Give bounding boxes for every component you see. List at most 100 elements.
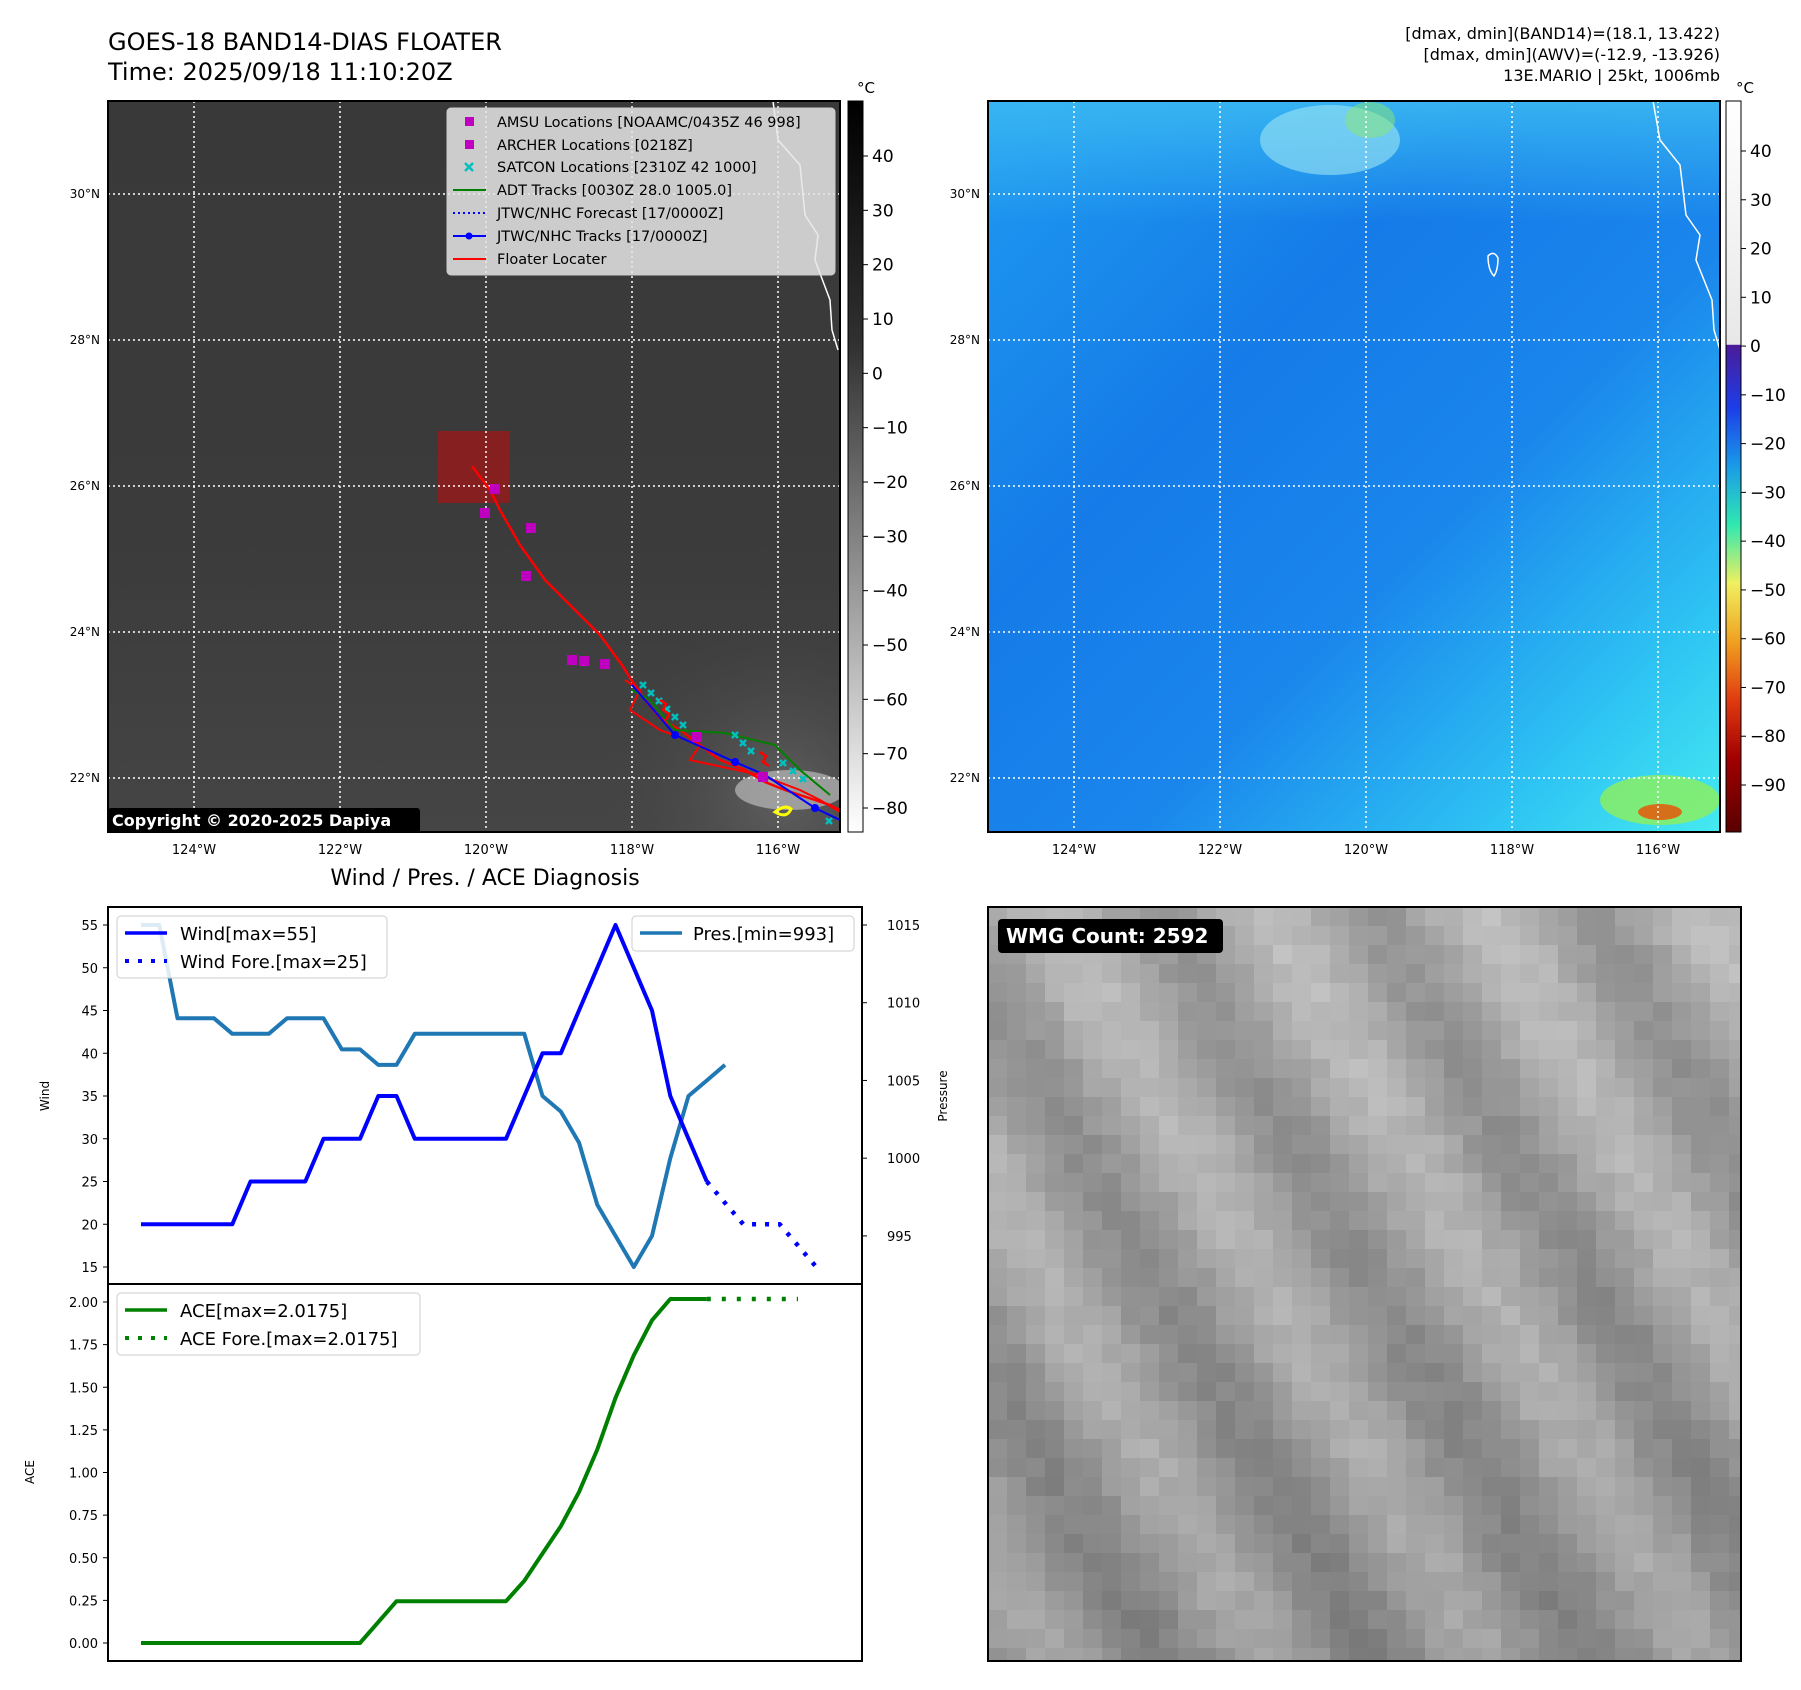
wmg-frame xyxy=(987,906,1742,1662)
lat-tick-label: 24°N xyxy=(70,625,100,639)
colorbar-tick-label: 20 xyxy=(1750,240,1772,260)
lat-tick-label: 22°N xyxy=(70,771,100,785)
jtwc-point xyxy=(811,804,819,812)
ace-tick-label: 1.00 xyxy=(69,1467,98,1482)
wind-tick-label: 20 xyxy=(81,1218,98,1233)
ace-tick-label: 0.50 xyxy=(69,1552,98,1567)
wmg-panel: WMG Count: 2592 xyxy=(987,906,1742,1662)
legend-amsu: AMSU Locations [NOAAMC/0435Z 46 998] xyxy=(497,115,801,131)
colorbar-tick-label: 30 xyxy=(872,201,894,221)
legend-archer-icon xyxy=(465,140,474,149)
colorbar-tick-label: −50 xyxy=(872,636,908,656)
wv-gridlines xyxy=(988,101,1720,832)
ace-line xyxy=(141,1297,707,1645)
info-storm: 13E.MARIO | 25kt, 1006mb xyxy=(1503,66,1720,85)
colorbar-tick-label: −60 xyxy=(1750,630,1786,650)
pressure-line xyxy=(141,923,727,1269)
ir-colorbar: °C 40 30 20 10 0 −10 −20 −30 −40 −50 −60 −70 −80 xyxy=(847,79,908,833)
copyright-text: Copyright © 2020-2025 Dapiya xyxy=(112,811,391,830)
legend-satcon: SATCON Locations [2310Z 42 1000] xyxy=(497,160,756,176)
wind-tick-label: 15 xyxy=(81,1261,98,1276)
lon-tick-label: 122°W xyxy=(1198,843,1242,858)
wind-tick-label: 55 xyxy=(81,919,98,934)
legend-jtwc: JTWC/NHC Tracks [17/0000Z] xyxy=(496,229,708,245)
map-legend: AMSU Locations [NOAAMC/0435Z 46 998] ARC… xyxy=(446,107,836,276)
lon-tick-label: 120°W xyxy=(1344,843,1388,858)
colorbar-tick-label: −30 xyxy=(1750,483,1786,503)
colorbar-tick-label: 10 xyxy=(1750,288,1772,308)
info-awv: [dmax, dmin](AWV)=(-12.9, -13.926) xyxy=(1423,45,1720,64)
wind-tick-label: 25 xyxy=(81,1176,98,1191)
colorbar-tick-label: −50 xyxy=(1750,581,1786,601)
pressure-tick-label: 1005 xyxy=(887,1074,920,1089)
wmg-count-label: WMG Count: 2592 xyxy=(1006,924,1208,948)
lat-tick-label: 22°N xyxy=(950,771,980,785)
legend-wind-forecast: Wind Fore.[max=25] xyxy=(180,952,367,973)
colorbar-tick-label: 40 xyxy=(872,147,894,167)
colorbar-tick-label: 10 xyxy=(872,310,894,330)
legend-ace-forecast: ACE Fore.[max=2.0175] xyxy=(180,1329,398,1350)
figure-time: Time: 2025/09/18 11:10:20Z xyxy=(107,58,453,86)
pressure-ylabel: Pressure xyxy=(936,1070,950,1121)
legend-archer: ARCHER Locations [0218Z] xyxy=(497,138,693,154)
lon-tick-label: 118°W xyxy=(610,843,654,858)
legend-ace: ACE[max=2.0175] xyxy=(180,1301,347,1322)
colorbar-tick-label: −90 xyxy=(1750,776,1786,796)
lat-tick-label: 26°N xyxy=(950,479,980,493)
colorbar-tick-label: −40 xyxy=(872,582,908,602)
wv-cloud-green xyxy=(1345,102,1395,138)
lat-tick-label: 30°N xyxy=(950,187,980,201)
info-band14: [dmax, dmin](BAND14)=(18.1, 13.422) xyxy=(1405,24,1720,43)
ace-chart: ACE 0.00 0.25 0.50 0.75 1.00 1.25 1.50 1.75 2.00… xyxy=(23,1283,863,1662)
ir-map-frame xyxy=(107,100,841,833)
lon-tick-label: 120°W xyxy=(464,843,508,858)
colorbar-tick-label: −70 xyxy=(872,745,908,765)
amsu-markers xyxy=(480,484,768,782)
wmg-texture xyxy=(988,907,1741,1661)
legend-amsu-icon xyxy=(465,117,474,126)
wind-ylabel: Wind xyxy=(38,1081,52,1111)
colorbar-tick-label: −10 xyxy=(872,419,908,439)
lon-tick-label: 124°W xyxy=(1052,843,1096,858)
lat-tick-label: 26°N xyxy=(70,479,100,493)
ir-map-panel: AMSU Locations [NOAAMC/0435Z 46 998] ARC… xyxy=(70,100,841,858)
wind-tick-label: 30 xyxy=(81,1133,98,1148)
colorbar-tick-label: −70 xyxy=(1750,678,1786,698)
wind-tick-label: 35 xyxy=(81,1090,98,1105)
legend-adt: ADT Tracks [0030Z 28.0 1005.0] xyxy=(497,183,732,199)
colorbar-tick-label: −80 xyxy=(872,799,908,819)
wmg-count-badge xyxy=(998,919,1223,953)
pressure-tick-label: 1000 xyxy=(887,1152,920,1167)
ace-ylabel: ACE xyxy=(23,1460,37,1484)
ace-tick-label: 0.25 xyxy=(69,1594,98,1609)
legend-wind: Wind[max=55] xyxy=(180,924,317,945)
ace-tick-label: 1.25 xyxy=(69,1424,98,1439)
legend-satcon-icon xyxy=(464,162,474,172)
legend-pressure: Pres.[min=993] xyxy=(693,924,834,945)
wind-tick-label: 50 xyxy=(81,962,98,977)
ace-tick-label: 2.00 xyxy=(69,1296,98,1311)
colorbar-tick-label: 40 xyxy=(1750,142,1772,162)
ir-colorbar-unit: °C xyxy=(857,79,875,97)
wv-imagery xyxy=(988,101,1720,832)
lat-tick-label: 30°N xyxy=(70,187,100,201)
adt-track xyxy=(631,689,831,796)
wv-coastline xyxy=(1652,101,1720,351)
colorbar-tick-label: 0 xyxy=(872,364,883,384)
lon-tick-label: 116°W xyxy=(1636,843,1680,858)
lat-tick-label: 28°N xyxy=(950,333,980,347)
copyright-badge xyxy=(108,808,420,833)
pressure-tick-label: 1010 xyxy=(887,997,920,1012)
lon-tick-label: 116°W xyxy=(756,843,800,858)
lon-tick-label: 124°W xyxy=(172,843,216,858)
figure-title: GOES-18 BAND14-DIAS FLOATER xyxy=(108,28,502,56)
diagnosis-title: Wind / Pres. / ACE Diagnosis xyxy=(330,866,639,891)
wind-tick-label: 45 xyxy=(81,1005,98,1020)
lat-tick-label: 24°N xyxy=(950,625,980,639)
ace-tick-label: 1.50 xyxy=(69,1381,98,1396)
wv-axis-ticks: 124°W 122°W 120°W 118°W 116°W 30°N 28°N 26°N 24°… xyxy=(950,187,1680,858)
colorbar-tick-label: −20 xyxy=(1750,435,1786,455)
wv-colorbar-unit: °C xyxy=(1736,79,1754,97)
colorbar-tick-label: −30 xyxy=(872,527,908,547)
